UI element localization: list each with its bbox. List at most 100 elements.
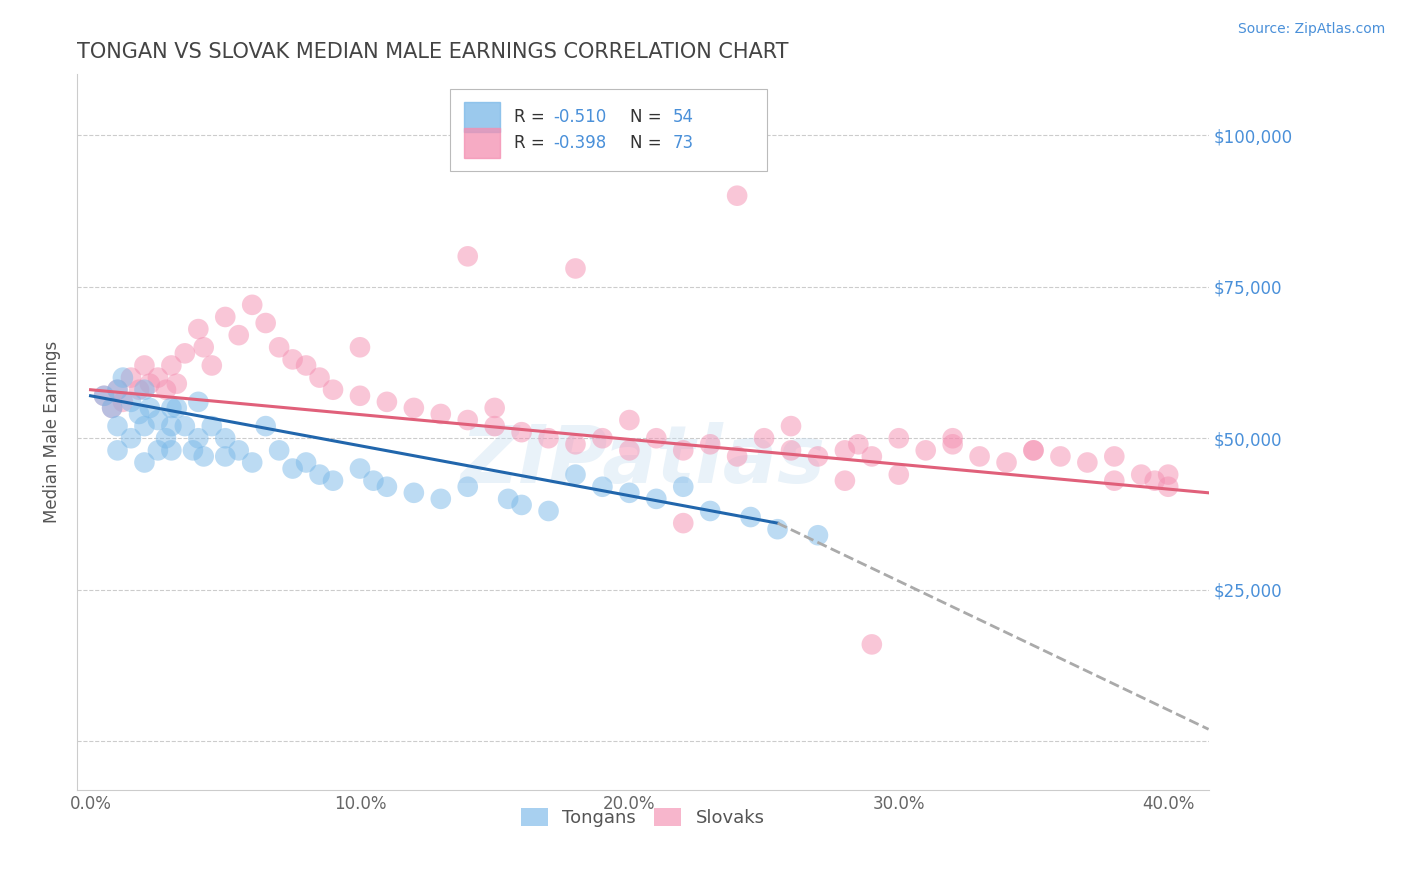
Text: 54: 54 xyxy=(672,108,693,126)
Point xyxy=(887,467,910,482)
Point xyxy=(995,455,1018,469)
Point xyxy=(484,419,506,434)
Point xyxy=(860,637,883,651)
Point xyxy=(187,431,209,445)
Point xyxy=(187,395,209,409)
Point xyxy=(807,450,830,464)
Point xyxy=(725,188,748,202)
Point xyxy=(173,346,195,360)
Point xyxy=(214,450,236,464)
Point xyxy=(848,437,870,451)
Point xyxy=(1143,474,1166,488)
Point xyxy=(128,383,150,397)
Point xyxy=(107,383,129,397)
Point xyxy=(155,431,177,445)
Text: N =: N = xyxy=(630,108,668,126)
Point xyxy=(914,443,936,458)
Point xyxy=(214,310,236,324)
Point xyxy=(349,340,371,354)
Point xyxy=(308,370,330,384)
Point xyxy=(430,491,453,506)
Point xyxy=(193,340,215,354)
Point xyxy=(645,491,668,506)
Point xyxy=(725,450,748,464)
Point xyxy=(375,395,398,409)
Point xyxy=(155,383,177,397)
Point xyxy=(308,467,330,482)
Point xyxy=(281,352,304,367)
Text: R =: R = xyxy=(513,108,550,126)
Point xyxy=(120,370,142,384)
Point xyxy=(111,370,134,384)
Point xyxy=(430,407,453,421)
Point xyxy=(672,516,695,530)
Point xyxy=(740,510,762,524)
Point xyxy=(807,528,830,542)
Point xyxy=(1104,450,1126,464)
Point xyxy=(228,328,250,343)
Point xyxy=(187,322,209,336)
Point xyxy=(214,431,236,445)
FancyBboxPatch shape xyxy=(450,88,768,171)
Point xyxy=(699,504,721,518)
Point xyxy=(240,298,263,312)
Point xyxy=(484,401,506,415)
Text: 73: 73 xyxy=(672,134,693,153)
Point xyxy=(146,413,169,427)
Point xyxy=(402,401,425,415)
Point xyxy=(134,455,156,469)
Point xyxy=(619,413,641,427)
Point xyxy=(1130,467,1153,482)
Point xyxy=(101,401,124,415)
Point xyxy=(128,407,150,421)
Text: N =: N = xyxy=(630,134,668,153)
Point xyxy=(780,419,803,434)
Text: TONGAN VS SLOVAK MEDIAN MALE EARNINGS CORRELATION CHART: TONGAN VS SLOVAK MEDIAN MALE EARNINGS CO… xyxy=(77,42,789,62)
Point xyxy=(166,376,188,391)
Text: -0.398: -0.398 xyxy=(554,134,607,153)
Point xyxy=(834,474,856,488)
Point xyxy=(134,359,156,373)
Point xyxy=(160,359,183,373)
Point xyxy=(537,431,560,445)
Point xyxy=(166,401,188,415)
Point xyxy=(672,480,695,494)
Point xyxy=(942,431,965,445)
Bar xyxy=(464,102,501,132)
Point xyxy=(139,376,162,391)
Point xyxy=(322,383,344,397)
Point xyxy=(107,383,129,397)
Point xyxy=(295,455,318,469)
Text: -0.510: -0.510 xyxy=(554,108,607,126)
Point xyxy=(181,443,204,458)
Point xyxy=(107,443,129,458)
Point xyxy=(619,485,641,500)
Point xyxy=(93,389,115,403)
Text: Source: ZipAtlas.com: Source: ZipAtlas.com xyxy=(1237,22,1385,37)
Point xyxy=(139,401,162,415)
Point xyxy=(780,443,803,458)
Point xyxy=(134,419,156,434)
Point xyxy=(1076,455,1098,469)
Point xyxy=(120,431,142,445)
Point xyxy=(645,431,668,445)
Point xyxy=(1157,480,1180,494)
Text: ZIPatlas: ZIPatlas xyxy=(460,422,825,500)
Point xyxy=(496,491,519,506)
Point xyxy=(375,480,398,494)
Point xyxy=(228,443,250,458)
Point xyxy=(146,443,169,458)
Point xyxy=(672,443,695,458)
Point xyxy=(969,450,991,464)
Point xyxy=(269,340,291,354)
Point xyxy=(564,437,586,451)
Point xyxy=(160,443,183,458)
Legend: Tongans, Slovaks: Tongans, Slovaks xyxy=(513,801,772,835)
Point xyxy=(537,504,560,518)
Point xyxy=(591,480,613,494)
Point xyxy=(322,474,344,488)
Point xyxy=(349,461,371,475)
Point xyxy=(193,450,215,464)
Point xyxy=(1157,467,1180,482)
Point xyxy=(860,450,883,464)
